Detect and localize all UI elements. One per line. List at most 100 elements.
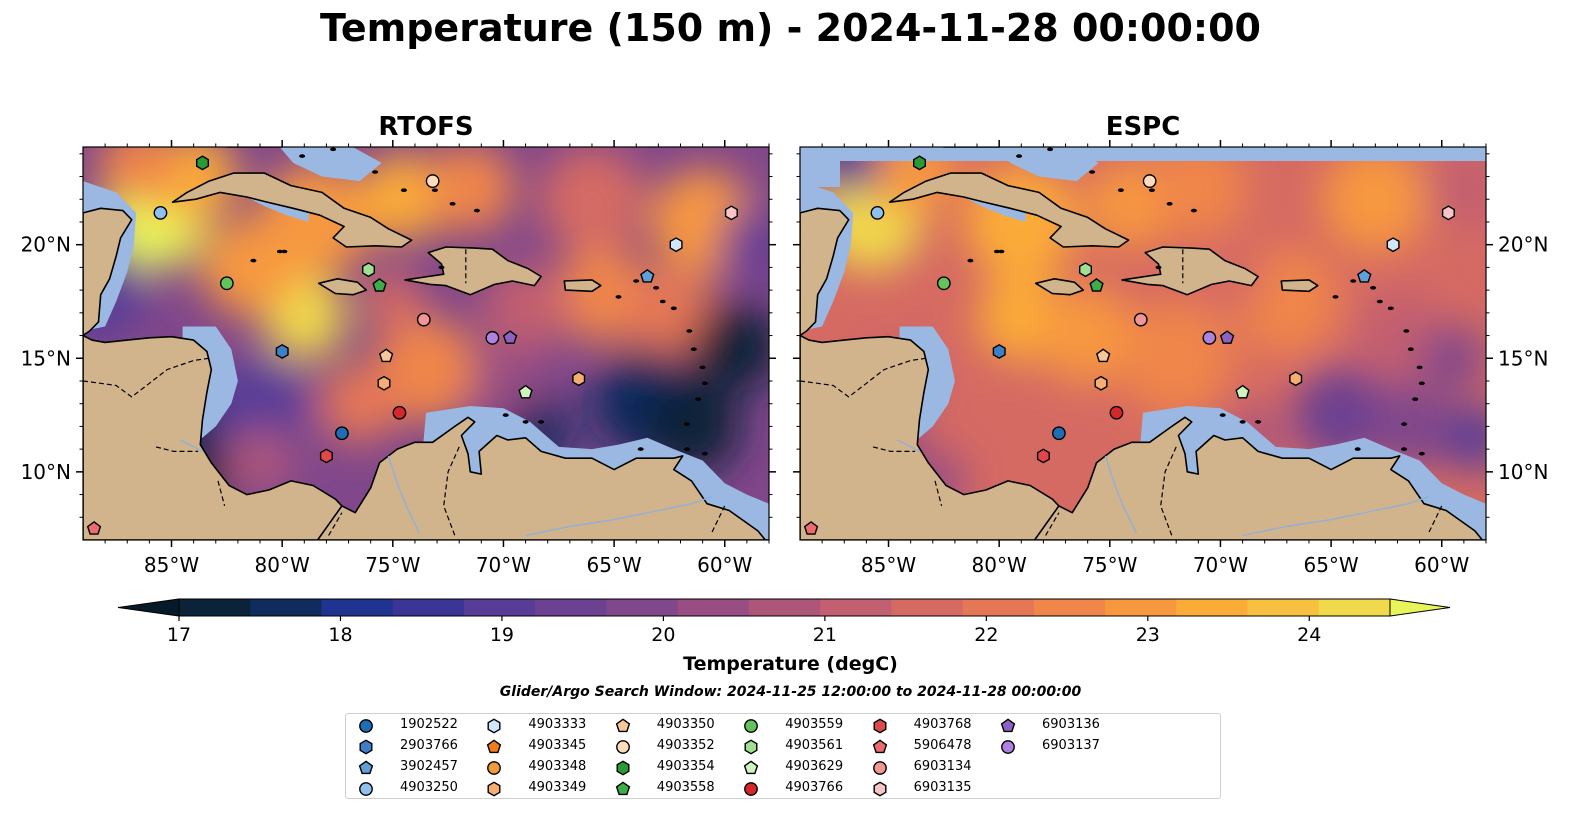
float-marker-4903558 <box>372 278 387 292</box>
float-marker-4903559 <box>936 276 951 291</box>
island <box>281 249 288 254</box>
legend-marker-4903768 <box>873 718 887 734</box>
temperature-patch <box>200 218 298 317</box>
island <box>1155 265 1162 270</box>
legend-label: 6903135 <box>913 780 972 795</box>
legend-label: 4903559 <box>785 717 844 732</box>
colorbar-tick-label: 18 <box>328 624 352 646</box>
legend-marker-3902457 <box>358 760 374 775</box>
island <box>250 258 257 263</box>
float-marker-4903333 <box>669 237 683 253</box>
island <box>1416 365 1423 370</box>
lon-tick-label: 60°W <box>697 553 752 577</box>
float-marker-6903137 <box>1202 330 1217 345</box>
map-espc: 85°W 80°W 75°W 70°W 65°W 60°W 20°N 15°N 10°N <box>793 140 1548 577</box>
float-marker-4903250 <box>870 205 885 220</box>
island <box>276 249 283 254</box>
lon-tick-label: 70°W <box>476 553 531 577</box>
temperature-patch <box>359 152 449 242</box>
legend-marker-4903558 <box>615 781 631 796</box>
island <box>1255 420 1262 424</box>
legend-label: 4903558 <box>656 780 715 795</box>
island <box>1401 422 1408 426</box>
legend-label: 6903137 <box>1042 738 1100 753</box>
legend-marker-4903349 <box>487 781 501 797</box>
colorbar-segment <box>748 599 821 616</box>
temperature-patch <box>1322 147 1429 253</box>
circle-marker-icon <box>487 761 502 775</box>
island <box>659 299 666 304</box>
lon-tick-label: 85°W <box>861 553 916 577</box>
colorbar-tick-label: 22 <box>974 624 998 646</box>
float-marker-3902457 <box>640 268 655 283</box>
island <box>701 451 708 456</box>
island <box>690 347 697 352</box>
map-frame <box>799 146 1487 541</box>
island <box>1047 147 1054 152</box>
legend-marker-4903250 <box>359 782 373 796</box>
legend-label: 4903354 <box>656 759 715 774</box>
temperature-patch <box>625 268 714 358</box>
lon-tick-label: 70°W <box>1193 553 1248 577</box>
colorbar-frame <box>178 598 1391 617</box>
float-marker-6903135 <box>724 205 738 221</box>
land-cuba <box>171 172 413 248</box>
float-marker-5906478 <box>803 521 819 535</box>
island <box>1354 447 1361 451</box>
legend-label: 4903348 <box>528 759 587 774</box>
circle-marker-icon <box>1001 740 1015 754</box>
land-jamaica <box>317 277 368 296</box>
island <box>522 420 529 424</box>
circle-marker-icon <box>359 719 373 733</box>
island <box>670 306 677 311</box>
island <box>1412 397 1419 402</box>
colorbar-segment <box>1176 599 1249 616</box>
temperature-patch <box>1441 404 1486 471</box>
lon-tick-label: 75°W <box>365 553 420 577</box>
legend-marker-4903333 <box>487 718 501 734</box>
colorbar-segment <box>321 599 394 616</box>
river <box>1104 455 1138 534</box>
legend-marker-4903345 <box>487 739 502 754</box>
pentagon-marker-icon <box>743 760 759 775</box>
hexagon-marker-icon <box>487 718 501 734</box>
figure-title: Temperature (150 m) - 2024-11-28 00:00:0… <box>319 6 1261 50</box>
legend-label: 6903134 <box>913 759 972 774</box>
hexagon-marker-icon <box>616 760 630 776</box>
land-florida <box>942 147 1001 148</box>
temperature-patch <box>319 363 400 444</box>
float-marker-4903629 <box>518 384 533 399</box>
lon-tick-label: 65°W <box>586 553 641 577</box>
colorbar-segment <box>820 599 892 616</box>
legend-label: 3902457 <box>400 759 458 774</box>
temperature-patch <box>481 264 570 353</box>
land-yucatan <box>83 207 133 337</box>
colorbar-segment <box>1105 599 1177 616</box>
island <box>1350 279 1357 283</box>
colorbar-tick-label: 19 <box>490 624 514 646</box>
legend-marker-4903629 <box>743 760 759 775</box>
legend-marker-5906478 <box>872 739 887 754</box>
legend-label: 4903768 <box>913 717 972 732</box>
float-marker-4903354 <box>195 155 210 171</box>
float-marker-6903134 <box>1133 312 1148 327</box>
legend-label: 4903349 <box>528 780 587 795</box>
colorbar-tick-label: 23 <box>1136 624 1160 646</box>
island <box>633 279 640 283</box>
island <box>615 295 622 299</box>
float-marker-4903350 <box>378 348 394 363</box>
island <box>1016 154 1023 158</box>
island <box>1403 329 1410 333</box>
pentagon-marker-icon <box>872 739 887 754</box>
pentagon-marker-icon <box>487 739 502 754</box>
colorbar-segment <box>1318 599 1391 616</box>
country-border <box>1160 446 1177 536</box>
country-border <box>710 505 726 534</box>
river <box>1242 496 1429 537</box>
float-marker-4903250 <box>153 205 168 220</box>
float-marker-4903558 <box>1089 278 1104 292</box>
island <box>653 286 660 290</box>
island <box>438 265 445 270</box>
float-marker-6903136 <box>502 330 518 344</box>
temperature-patch <box>866 147 955 214</box>
